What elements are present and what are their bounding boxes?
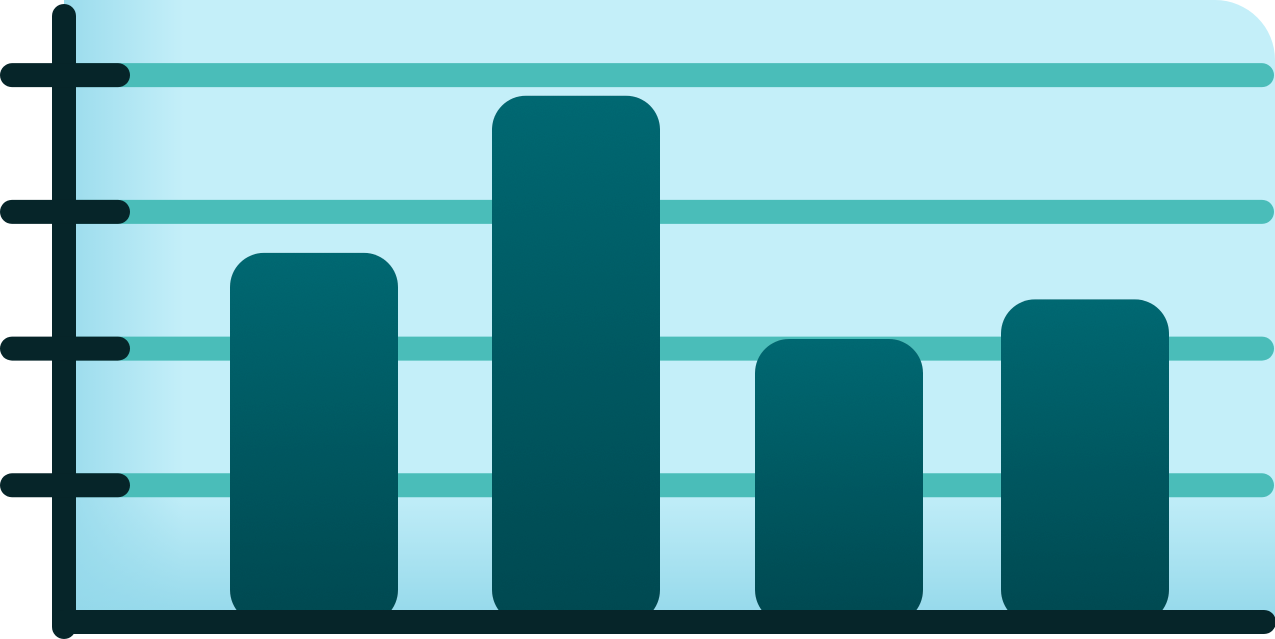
bars (230, 95, 1169, 624)
bar-3 (755, 339, 923, 624)
bar-4 (1001, 299, 1169, 624)
axes (0, 4, 1275, 639)
bar-1 (230, 252, 398, 624)
bar-2 (492, 95, 660, 624)
plot-background-left-shade (64, 0, 184, 622)
